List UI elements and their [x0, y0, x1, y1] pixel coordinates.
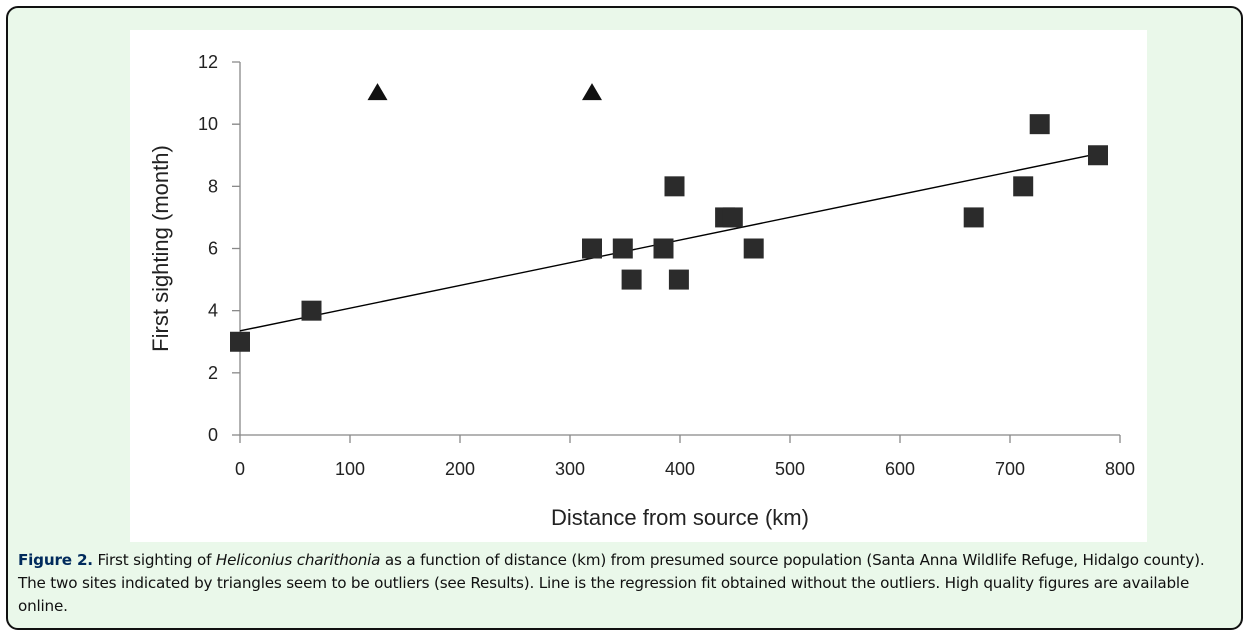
figure-caption: Figure 2. First sighting of Heliconius c…: [18, 549, 1233, 618]
x-tick-label: 100: [335, 459, 365, 479]
caption-species: Heliconius charithonia: [215, 551, 381, 569]
square-point: [612, 238, 633, 259]
y-tick-label: 6: [208, 239, 218, 259]
caption-text-before: First sighting of: [92, 551, 216, 569]
square-point: [963, 207, 984, 228]
square-point: [301, 300, 322, 321]
x-tick-label: 400: [665, 459, 695, 479]
x-tick-label: 600: [885, 459, 915, 479]
square-point: [1029, 114, 1050, 135]
triangle-point: [582, 83, 602, 101]
caption-label: Figure 2.: [18, 551, 93, 569]
square-point: [621, 269, 642, 290]
square-point: [1013, 176, 1034, 197]
x-tick-label: 300: [555, 459, 585, 479]
square-point: [653, 238, 674, 259]
x-tick-label: 0: [235, 459, 245, 479]
caption-text-after: as a function of distance (km) from pres…: [18, 551, 1205, 615]
scatter-chart: 0 2 4 6 8 10 12 0 100 200 300 400 500 600 700 800 Dista…: [148, 52, 1135, 530]
y-tick-label: 4: [208, 301, 218, 321]
square-point: [722, 207, 743, 228]
figure-panel: 0 2 4 6 8 10 12 0 100 200 300 400 500 600 700 800 Dista…: [6, 6, 1243, 630]
y-tick-label: 2: [208, 363, 218, 383]
x-tick-label: 700: [995, 459, 1025, 479]
x-tick-label: 500: [775, 459, 805, 479]
y-axis-title: First sighting (month): [148, 145, 173, 352]
x-axis-title: Distance from source (km): [551, 505, 809, 530]
square-point: [230, 331, 250, 352]
y-tick-label: 8: [208, 176, 218, 196]
square-point: [664, 176, 685, 197]
triangle-point: [367, 83, 388, 101]
x-tick-label: 200: [445, 459, 475, 479]
chart-area: 0 2 4 6 8 10 12 0 100 200 300 400 500 600 700 800 Dista…: [130, 30, 1147, 542]
y-tick-label: 10: [198, 114, 218, 134]
square-point: [743, 238, 764, 259]
square-point: [668, 269, 689, 290]
x-tick-label: 800: [1105, 459, 1135, 479]
y-tick-label: 0: [208, 425, 218, 445]
square-point: [1088, 145, 1108, 166]
square-point: [582, 238, 602, 259]
y-tick-label: 12: [198, 52, 218, 72]
